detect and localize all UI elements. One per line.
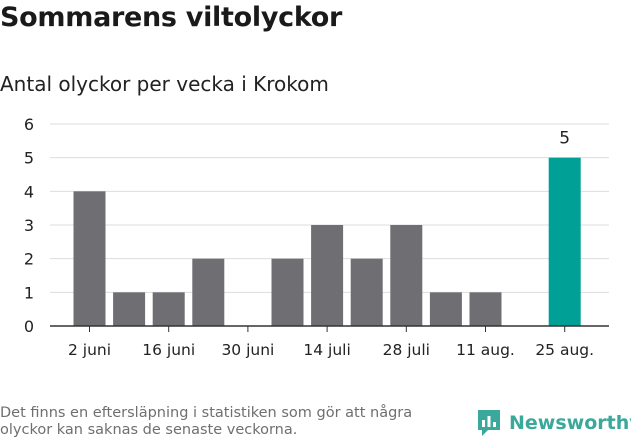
chart-title: Sommarens viltolyckor <box>0 2 343 33</box>
bar <box>192 258 225 326</box>
bar <box>350 258 383 326</box>
chart-subtitle: Antal olyckor per vecka i Krokom <box>0 72 329 96</box>
y-tick-label: 4 <box>24 182 34 201</box>
bar-chart: 0 1 2 3 4 5 6 2 juni 16 juni 30 juni 14 juli 28 jul… <box>24 115 609 359</box>
y-tick-label: 3 <box>24 216 34 235</box>
bar <box>548 157 581 326</box>
bar <box>73 191 106 326</box>
bar <box>152 292 185 326</box>
bar <box>390 225 423 326</box>
y-tick-label: 5 <box>24 149 34 168</box>
bar <box>311 225 344 326</box>
y-tick-label: 2 <box>24 250 34 269</box>
y-tick-label: 1 <box>24 283 34 302</box>
x-tick-label: 25 aug. <box>535 341 594 359</box>
x-tick-label: 28 juli <box>383 341 430 359</box>
y-tick-label: 6 <box>24 115 34 134</box>
data-label: 5 <box>559 129 570 149</box>
bar <box>469 292 502 326</box>
x-tick-label: 2 juni <box>68 341 111 359</box>
footnote: Det finns en eftersläpning i statistiken… <box>0 405 413 438</box>
bar <box>429 292 462 326</box>
x-tick-label: 16 juni <box>142 341 195 359</box>
bar <box>271 258 304 326</box>
brand-name: Newsworthy <box>509 412 631 434</box>
newsworthy-logo: Newsworthy <box>476 408 631 438</box>
y-tick-label: 0 <box>24 317 34 336</box>
bar <box>113 292 146 326</box>
x-tick-label: 11 aug. <box>456 341 515 359</box>
x-tick-label: 14 juli <box>303 341 350 359</box>
newsworthy-icon <box>478 410 500 436</box>
x-tick-label: 30 juni <box>221 341 274 359</box>
